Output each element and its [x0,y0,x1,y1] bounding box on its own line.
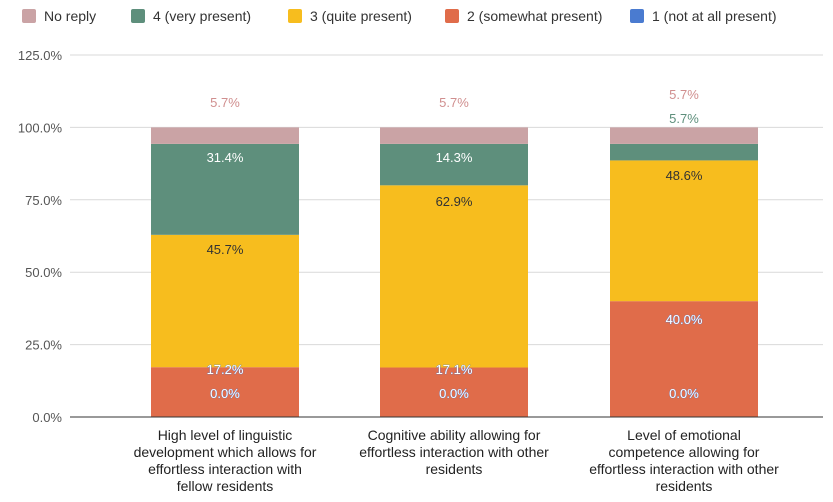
x-category-label-line: effortless interaction with other [589,461,779,477]
y-tick-label: 25.0% [25,338,62,353]
data-label: 5.7% [439,95,469,110]
data-label: 5.7% [669,87,699,102]
legend-swatch [22,9,36,23]
bar-segment [610,127,758,144]
legend-label: 2 (somewhat present) [467,8,602,24]
y-tick-label: 125.0% [18,48,63,63]
x-category-label: Level of emotional competence allowing fo… [589,427,779,494]
data-label: 62.9% [436,194,473,209]
bar-segment [151,234,299,368]
data-label: 0.0% [210,386,240,401]
x-axis: High level of linguistic development whic… [70,416,823,494]
legend-label: 3 (quite present) [310,8,412,24]
legend: No reply 4 (very present) 3 (quite present… [22,8,777,24]
data-label: 40.0% [666,312,703,327]
bar-segment [610,160,758,302]
x-category-label-line: residents [426,461,483,477]
x-category-label-line: development which allows for [134,444,317,460]
data-label: 31.4% [207,150,244,165]
data-label: 0.0% [669,386,699,401]
x-category-label-line: Level of emotional [627,427,741,443]
bar-segment [151,127,299,144]
bar-segment [151,143,299,235]
data-label: 45.7% [207,242,244,257]
data-label: 17.2% [207,362,244,377]
x-category-label-line: residents [656,478,713,494]
data-label: 17.1% [436,362,473,377]
y-tick-label: 75.0% [25,193,62,208]
y-tick-label: 50.0% [25,265,62,280]
data-label: 5.7% [669,111,699,126]
bar-segment [380,143,528,186]
x-category-label-line: Cognitive ability allowing for [368,427,541,443]
legend-swatch [131,9,145,23]
x-category-label-line: High level of linguistic [158,427,293,443]
x-category-label: Cognitive ability allowing for effortless… [359,427,549,477]
y-axis: 0.0% 25.0% 50.0% 75.0% 100.0% 125.0% [18,48,63,425]
bar-segment [610,143,758,161]
bar-segment [380,367,528,417]
data-label: 14.3% [436,150,473,165]
legend-swatch [288,9,302,23]
x-category-label-line: effortless interaction with other [359,444,549,460]
x-category-label: High level of linguistic development whic… [134,427,317,494]
data-labels: 0.0% 0.0% 0.0% 17.2% 17.1% 40.0% 45.7% 62.9% 48.… [206,87,703,401]
legend-label: 4 (very present) [153,8,251,24]
data-label: 0.0% [439,386,469,401]
legend-label: 1 (not at all present) [652,8,777,24]
y-tick-label: 0.0% [32,410,62,425]
legend-swatch [630,9,644,23]
legend-swatch [445,9,459,23]
x-category-label-line: fellow residents [177,478,274,494]
x-category-label-line: competence allowing for [609,444,760,460]
y-tick-label: 100.0% [18,120,63,135]
data-label: 48.6% [666,168,703,183]
bar-segment [151,367,299,417]
bar-segment [610,301,758,417]
bar-segment [380,185,528,368]
data-label: 5.7% [210,95,240,110]
bars [151,127,758,417]
x-category-label-line: effortless interaction with [148,461,302,477]
bar-segment [380,127,528,144]
legend-label: No reply [44,8,96,24]
